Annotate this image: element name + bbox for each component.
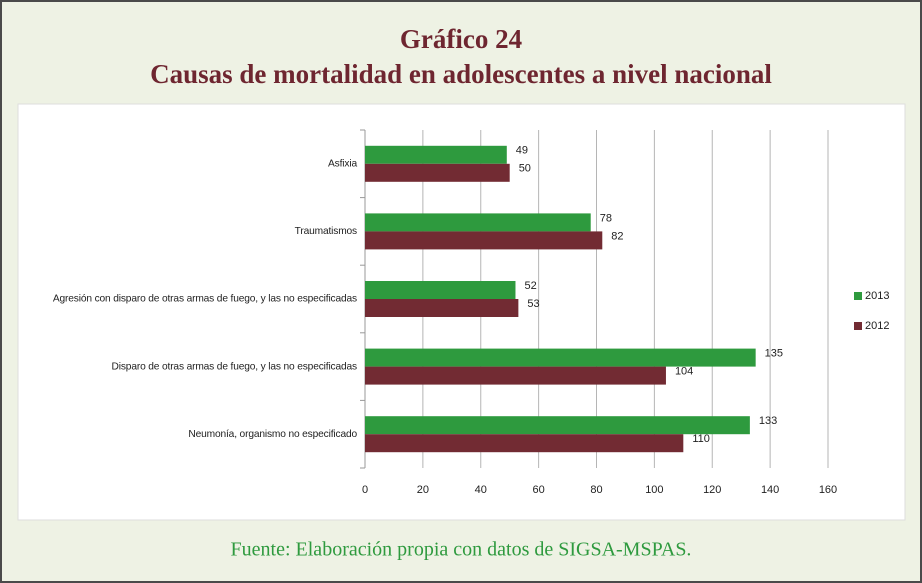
- data-label: 82: [611, 230, 623, 242]
- x-tick-label: 80: [590, 484, 602, 496]
- y-tick-label: Traumatismos: [295, 226, 357, 237]
- bar: [365, 434, 684, 453]
- x-tick-label: 0: [362, 484, 368, 496]
- bar: [365, 416, 750, 435]
- legend-swatch: [854, 322, 862, 330]
- bar: [365, 213, 591, 232]
- y-tick-label: Disparo de otras armas de fuego, y las n…: [112, 361, 357, 372]
- bar: [365, 163, 510, 182]
- x-tick-label: 100: [645, 484, 663, 496]
- y-tick-label: Agresión con disparo de otras armas de f…: [53, 294, 357, 305]
- source-note: Fuente: Elaboración propia con datos de …: [231, 539, 692, 561]
- chart-title: Gráfico 24: [400, 24, 522, 54]
- data-label: 135: [765, 348, 783, 360]
- x-tick-label: 60: [533, 484, 545, 496]
- data-label: 52: [524, 280, 536, 292]
- bar: [365, 348, 756, 367]
- y-tick-label: Neumonía, organismo no especificado: [188, 429, 357, 440]
- bar: [365, 366, 666, 385]
- chart-subtitle: Causas de mortalidad en adolescentes a n…: [150, 59, 772, 89]
- data-label: 50: [519, 163, 531, 175]
- data-label: 78: [600, 212, 612, 224]
- legend-label: 2012: [865, 320, 889, 332]
- bar: [365, 231, 603, 250]
- x-tick-label: 160: [819, 484, 837, 496]
- bar: [365, 299, 519, 317]
- data-label: 133: [759, 415, 777, 427]
- bar: [365, 281, 516, 299]
- x-tick-label: 40: [475, 484, 487, 496]
- data-label: 104: [675, 366, 693, 378]
- bar: [365, 145, 507, 164]
- data-label: 53: [527, 298, 539, 310]
- data-label: 110: [692, 433, 710, 445]
- y-tick-label: Asfixia: [328, 158, 357, 169]
- x-tick-label: 140: [761, 484, 779, 496]
- legend-swatch: [854, 292, 862, 300]
- legend-label: 2013: [865, 290, 889, 302]
- data-label: 49: [516, 145, 528, 157]
- x-tick-label: 20: [417, 484, 429, 496]
- x-tick-label: 120: [703, 484, 721, 496]
